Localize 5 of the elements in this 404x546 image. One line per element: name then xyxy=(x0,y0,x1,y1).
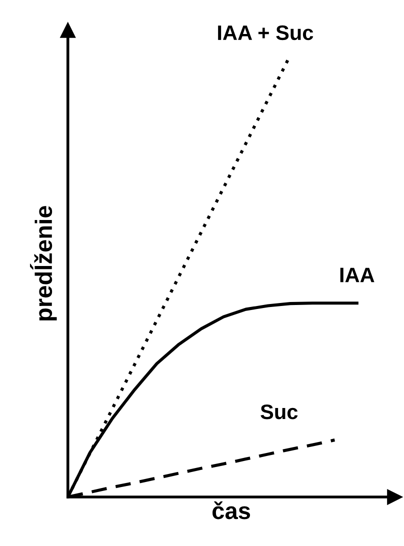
series-label: Suc xyxy=(260,404,298,420)
y-axis-title: predĺženie xyxy=(30,206,57,320)
series-label: IAA xyxy=(340,268,374,282)
x-axis-title: čas xyxy=(212,501,250,520)
series-label: IAA + Suc xyxy=(218,25,314,40)
